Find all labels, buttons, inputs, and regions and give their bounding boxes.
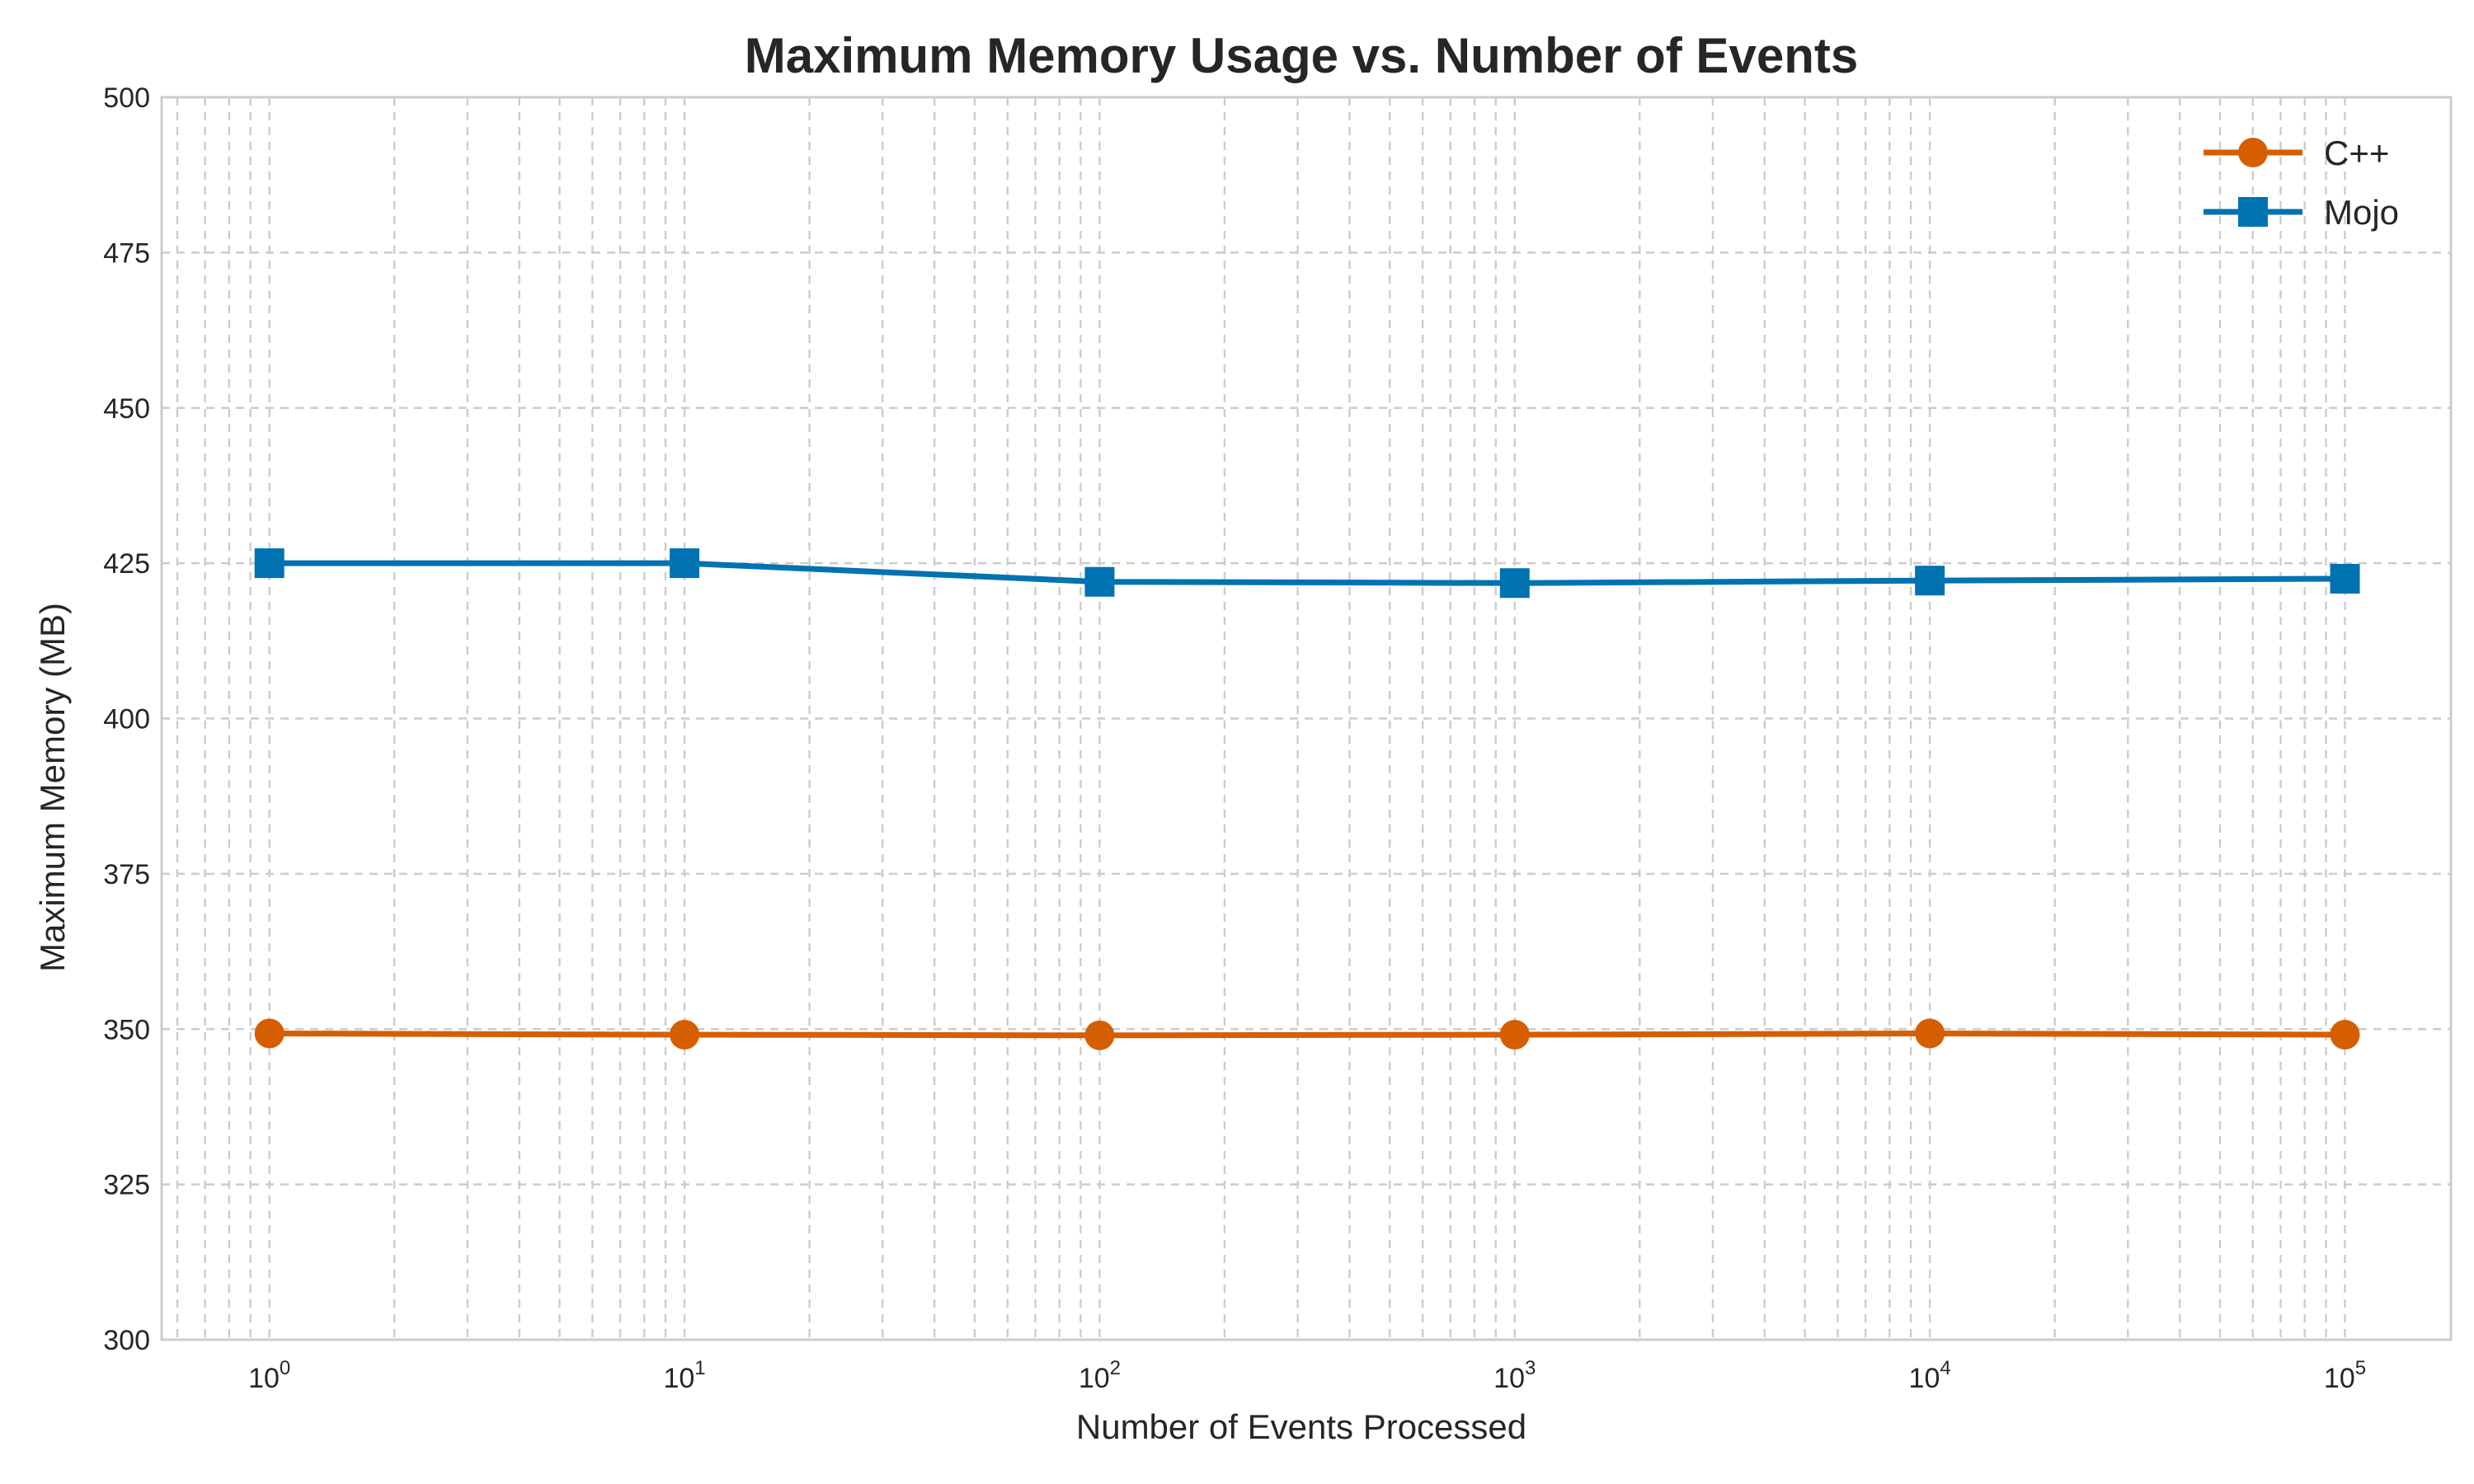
x-tick-label: 104 — [1909, 1357, 1951, 1394]
x-tick-label: 100 — [248, 1357, 290, 1394]
plot-frame — [160, 96, 2453, 1341]
data-point — [2330, 1020, 2360, 1050]
y-tick-label: 475 — [103, 237, 150, 269]
x-tick-label: 102 — [1079, 1357, 1121, 1394]
plot-area — [160, 96, 2453, 1341]
x-axis-label: Number of Events Processed — [1076, 1407, 1526, 1446]
data-point — [1084, 1020, 1115, 1050]
series-cpp — [254, 1018, 2360, 1050]
series-layer — [254, 548, 2360, 1050]
legend: C++ Mojo — [2204, 134, 2399, 232]
data-point — [1499, 1020, 1530, 1050]
series-line — [269, 560, 2345, 586]
legend-marker — [2238, 197, 2268, 227]
x-axis-ticks: 100 101 102 103 104 105 — [248, 1357, 2366, 1394]
x-tick-label: 105 — [2324, 1357, 2366, 1394]
grid — [162, 96, 2451, 1341]
y-axis-ticks: 300 325 350 375 400 425 450 475 500 — [103, 82, 150, 1356]
y-tick-label: 400 — [103, 704, 150, 735]
x-tick-label: 101 — [663, 1357, 705, 1394]
data-point — [670, 1020, 700, 1050]
series-line — [269, 1031, 2345, 1039]
y-tick-label: 425 — [103, 548, 150, 580]
legend-label: Mojo — [2324, 193, 2399, 232]
y-tick-label: 300 — [103, 1325, 150, 1356]
y-tick-label: 450 — [103, 393, 150, 425]
legend-item: Mojo — [2204, 193, 2399, 232]
data-point — [1915, 566, 1945, 596]
y-tick-label: 325 — [103, 1170, 150, 1201]
legend-label: C++ — [2324, 134, 2389, 172]
y-tick-label: 375 — [103, 859, 150, 890]
series-mojo — [254, 548, 2360, 599]
data-point — [670, 548, 700, 579]
data-point — [1499, 568, 1530, 599]
data-point — [254, 548, 285, 579]
data-point — [1084, 566, 1115, 597]
data-point — [2330, 563, 2360, 594]
chart-title: Maximum Memory Usage vs. Number of Event… — [745, 28, 1858, 83]
y-tick-label: 500 — [103, 82, 150, 114]
data-point — [1915, 1018, 1945, 1049]
legend-item: C++ — [2204, 134, 2389, 172]
y-tick-label: 350 — [103, 1014, 150, 1045]
x-tick-label: 103 — [1493, 1357, 1536, 1394]
data-point — [254, 1018, 285, 1049]
legend-marker — [2238, 138, 2268, 167]
y-axis-label: Maximum Memory (MB) — [33, 603, 72, 972]
